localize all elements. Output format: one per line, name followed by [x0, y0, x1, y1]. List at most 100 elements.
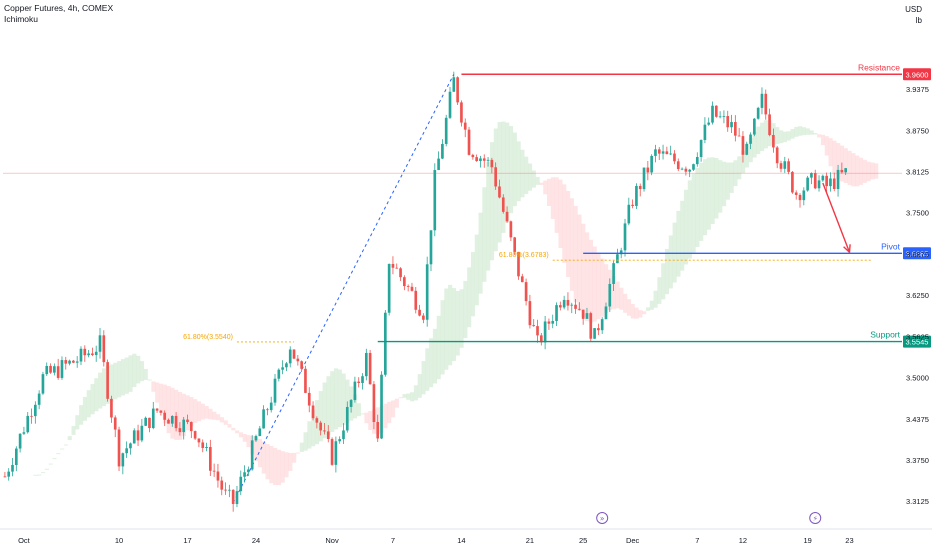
candle	[269, 396, 273, 413]
x-tick-label: 7	[695, 536, 699, 545]
candle	[22, 426, 26, 436]
candle	[787, 158, 790, 175]
candle-body	[231, 489, 235, 504]
ichimoku-cloud	[33, 120, 879, 486]
candle	[254, 434, 258, 442]
cloud-segment	[33, 474, 38, 476]
candle	[730, 114, 733, 133]
candle-body	[810, 173, 813, 178]
candle-body	[395, 267, 399, 269]
candle-body	[441, 143, 444, 159]
candle	[737, 127, 741, 137]
candle-body	[292, 349, 296, 359]
candle-body	[768, 114, 771, 136]
cloud-segment	[843, 148, 848, 183]
candle	[505, 206, 509, 223]
candle	[391, 256, 395, 275]
candle-body	[91, 353, 94, 356]
candle-body	[520, 276, 524, 283]
candle-body	[174, 415, 178, 429]
candle	[212, 463, 216, 477]
candle-body	[475, 157, 478, 162]
zigzag-line	[232, 74, 455, 504]
candle-body	[110, 398, 113, 418]
candle-body	[353, 381, 357, 401]
candle-body	[140, 425, 144, 441]
candle-body	[247, 469, 250, 473]
candle	[791, 170, 794, 194]
candle	[817, 175, 821, 192]
candle-body	[106, 362, 109, 399]
cloud-segment	[668, 235, 673, 289]
candle-body	[220, 480, 224, 490]
candle	[734, 115, 737, 142]
cloud-segment	[261, 441, 266, 474]
candle-body	[26, 415, 30, 433]
candle-body	[334, 441, 338, 465]
event-icon[interactable]: »	[596, 512, 609, 524]
candle	[745, 141, 749, 156]
candle-body	[262, 409, 265, 429]
candle-body	[791, 171, 794, 193]
candle-body	[832, 178, 836, 190]
level-price-tag-resistance: 3.9600	[903, 68, 931, 81]
candle-body	[536, 326, 539, 336]
candle-body	[193, 431, 197, 439]
candle-body	[657, 149, 661, 154]
y-tick-label: 3.9375	[906, 85, 929, 94]
cloud-segment	[265, 443, 270, 480]
y-tick-label: 3.6250	[906, 291, 929, 300]
event-icon[interactable]: ⚡	[809, 512, 822, 524]
cloud-segment	[71, 426, 76, 435]
cloud-segment	[436, 315, 441, 380]
cloud-segment	[554, 177, 559, 233]
cloud-segment	[573, 206, 578, 303]
candle-body	[319, 422, 322, 431]
cloud-segment	[132, 353, 137, 388]
candle-body	[399, 268, 402, 278]
candle-body	[64, 360, 68, 364]
candle-body	[155, 408, 159, 411]
candle	[250, 435, 254, 471]
x-tick-label: 24	[252, 536, 260, 545]
candle	[574, 299, 577, 314]
x-tick-label: 23	[845, 536, 853, 545]
cloud-segment	[98, 372, 103, 409]
candle	[422, 313, 425, 324]
candle	[121, 452, 125, 475]
cloud-segment	[364, 412, 369, 424]
candle	[53, 363, 56, 376]
cloud-segment	[235, 430, 240, 434]
cloud-segment	[448, 284, 453, 366]
cloud-segment	[836, 143, 841, 180]
candle	[711, 101, 714, 125]
candle	[631, 199, 634, 209]
cloud-segment	[326, 376, 331, 436]
candle	[543, 316, 547, 350]
y-tick-label: 3.7500	[906, 209, 929, 218]
candle	[125, 441, 128, 458]
x-tick-label: 19	[803, 536, 811, 545]
event-icon-ring	[809, 512, 822, 524]
event-icon-glyph: ⚡	[813, 514, 818, 523]
cloud-segment	[744, 144, 749, 168]
candle	[163, 410, 167, 427]
candle	[410, 282, 414, 292]
candle-body	[37, 393, 41, 405]
candle-body	[543, 321, 547, 343]
level-price-tag-pivot: 3.6885	[903, 247, 931, 260]
candle-body	[326, 431, 330, 440]
cloud-segment	[204, 405, 209, 419]
cloud-segment	[714, 158, 719, 219]
candle-body	[794, 192, 798, 195]
candle-body	[121, 453, 125, 467]
cloud-segment	[444, 288, 449, 370]
currency-label: USD	[905, 5, 922, 14]
cloud-segment	[295, 452, 301, 454]
cloud-segment	[615, 281, 620, 309]
candle-body	[163, 412, 167, 420]
candle	[760, 87, 764, 115]
cloud-segment	[242, 434, 247, 442]
